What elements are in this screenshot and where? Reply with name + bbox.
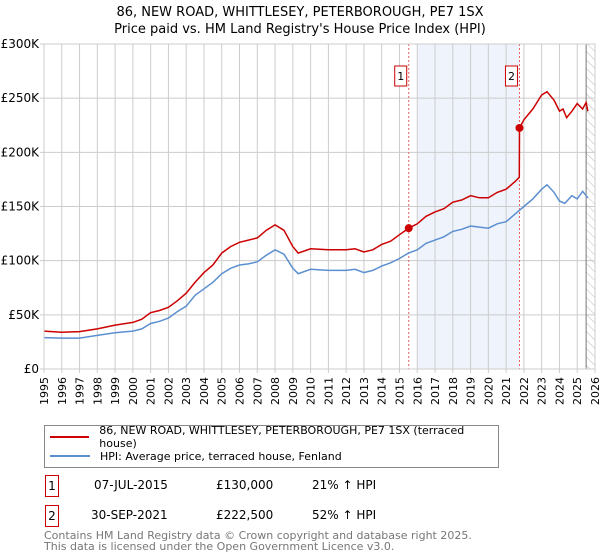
- sale-point: [404, 224, 413, 233]
- y-tick-label: £150K: [1, 200, 41, 214]
- x-tick-label: 2022: [518, 377, 531, 405]
- x-tick-label: 2026: [589, 377, 600, 405]
- x-tick-label: 2008: [269, 377, 282, 405]
- x-tick-label: 1995: [38, 377, 51, 405]
- chart-subtitle: Price paid vs. HM Land Registry's House …: [114, 22, 486, 37]
- series-line-property: [43, 90, 589, 333]
- transaction-date: 07-JUL-2015: [94, 478, 168, 492]
- transaction-hpi: 21% ↑ HPI: [312, 478, 377, 492]
- legend-swatch-property: [50, 436, 90, 438]
- x-tick-label: 2024: [553, 377, 566, 405]
- x-tick-label: 2015: [393, 377, 406, 405]
- y-tick-label: £250K: [1, 91, 41, 105]
- sale-label: 1: [397, 70, 404, 83]
- transaction-number: 1: [45, 475, 59, 497]
- x-tick-label: 2011: [322, 377, 335, 405]
- y-tick-label: £100K: [1, 254, 41, 268]
- footer: Contains HM Land Registry data © Crown c…: [44, 530, 472, 552]
- transaction-date: 30-SEP-2021: [91, 508, 168, 522]
- x-tick-label: 1998: [91, 377, 104, 405]
- legend: 86, NEW ROAD, WHITTLESEY, PETERBOROUGH, …: [44, 424, 499, 468]
- x-tick-label: 2007: [251, 377, 264, 405]
- x-tick-label: 2009: [287, 377, 300, 405]
- plot-border: [43, 43, 596, 370]
- x-tick-label: 1996: [56, 377, 69, 405]
- x-tick-label: 2025: [571, 377, 584, 405]
- x-tick-label: 2001: [145, 377, 158, 405]
- transaction-number: 2: [45, 505, 59, 527]
- x-tick-label: 2013: [358, 377, 371, 405]
- x-tick-label: 2020: [482, 377, 495, 405]
- legend-item-property: 86, NEW ROAD, WHITTLESEY, PETERBOROUGH, …: [50, 424, 498, 450]
- x-tick-label: 2000: [127, 377, 140, 405]
- transaction-price: £130,000: [216, 478, 274, 492]
- y-tick-label: £50K: [8, 308, 40, 322]
- transaction-price: £222,500: [216, 508, 274, 522]
- sale-label: 2: [508, 70, 515, 83]
- x-tick-label: 2003: [180, 377, 193, 405]
- y-tick-label: £0: [24, 362, 39, 376]
- chart-title: 86, NEW ROAD, WHITTLESEY, PETERBOROUGH, …: [116, 5, 484, 20]
- x-tick-label: 1999: [109, 377, 122, 405]
- footer-line-1: Contains HM Land Registry data © Crown c…: [44, 529, 472, 542]
- x-tick-label: 2002: [162, 377, 175, 405]
- y-tick-label: £200K: [1, 145, 41, 159]
- x-tick-label: 2010: [305, 377, 318, 405]
- x-tick-label: 1997: [74, 377, 87, 405]
- price-chart: 1995 1996 1997 1998 1999 2000 2001 2002 2003 2004…: [1, 37, 600, 405]
- footer-line-2: This data is licensed under the Open Gov…: [44, 540, 395, 553]
- y-tick-label: £300K: [1, 37, 41, 51]
- x-tick-label: 2018: [447, 377, 460, 405]
- x-tick-label: 2017: [429, 377, 442, 405]
- legend-label-property: 86, NEW ROAD, WHITTLESEY, PETERBOROUGH, …: [99, 424, 465, 450]
- sale-label-box: [394, 65, 408, 87]
- series-line-hpi: [43, 183, 589, 339]
- sale-label-box: [504, 65, 518, 87]
- sale-point: [515, 123, 524, 132]
- x-tick-label: 2019: [465, 377, 478, 405]
- x-tick-label: 2016: [411, 377, 424, 405]
- x-tick-label: 2023: [536, 377, 549, 405]
- x-tick-label: 2005: [216, 377, 229, 405]
- x-tick-label: 2012: [340, 377, 353, 405]
- x-tick-label: 2014: [376, 377, 389, 405]
- transaction-hpi: 52% ↑ HPI: [312, 508, 377, 522]
- x-tick-label: 2006: [234, 377, 247, 405]
- x-tick-label: 2004: [198, 377, 211, 405]
- legend-item-hpi: HPI: Average price, terraced house, Fenl…: [50, 447, 342, 465]
- legend-label-hpi: HPI: Average price, terraced house, Fenl…: [100, 449, 342, 463]
- x-tick-label: 2021: [500, 377, 513, 405]
- legend-swatch-hpi: [50, 455, 90, 457]
